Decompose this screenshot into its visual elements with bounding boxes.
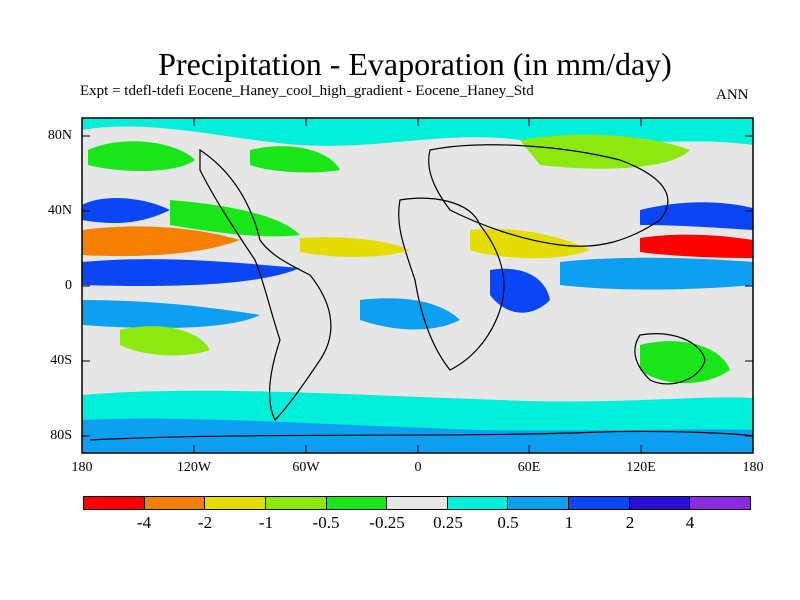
colorbar-swatch: [144, 497, 206, 509]
map-title: Precipitation - Evaporation (in mm/day): [158, 46, 672, 82]
antarctica-outline: [89, 430, 753, 441]
atlantic-yellow: [300, 237, 410, 257]
colorbar-label: 0.25: [433, 513, 463, 532]
siberia-green: [520, 134, 690, 169]
colorbar-label: -0.5: [312, 513, 340, 532]
eurasia-outline: [428, 144, 669, 247]
southern-ocean-blue: [82, 418, 753, 453]
lat-ticks: [82, 135, 753, 437]
colorbar-swatch: [265, 497, 327, 509]
colorbar-swatch: [387, 497, 448, 509]
colorbar-swatch: [84, 497, 145, 509]
lon-label: 60E: [517, 460, 541, 475]
equatorial-pacific-blue: [82, 259, 300, 287]
lat-label: 80S: [50, 428, 72, 443]
africa-outline: [398, 197, 505, 371]
colorbar-swatch: [326, 497, 388, 509]
colorbar-label: 4: [685, 513, 695, 532]
lon-label: 120W: [176, 460, 212, 475]
colorbar-label: 0.5: [497, 513, 519, 532]
lat-label: 80N: [47, 128, 72, 143]
lon-ticks: [193, 118, 642, 453]
arabia-yellow: [470, 228, 590, 259]
colorbar-swatch: [690, 497, 751, 509]
colorbar: [83, 496, 751, 510]
colorbar-label: 2: [625, 513, 635, 532]
lat-label: 0: [65, 278, 72, 293]
lat-label: 40S: [50, 353, 72, 368]
colorbar-label: 1: [564, 513, 574, 532]
colorbar-label: -1: [258, 513, 274, 532]
colorbar-swatch: [629, 497, 691, 509]
colorbar-swatch: [508, 497, 570, 509]
west-pacific-blue: [82, 198, 170, 223]
colorbar-label: -4: [136, 513, 152, 532]
colorbar-label: -2: [197, 513, 213, 532]
lat-label: 40N: [47, 203, 72, 218]
north-pacific-green: [88, 141, 195, 172]
americas-outline: [199, 148, 332, 422]
equatorial-east-blue: [560, 257, 753, 290]
lon-label: 180: [71, 460, 93, 475]
map-field: [82, 118, 753, 453]
season-label: ANN: [716, 87, 749, 103]
colorbar-swatch: [447, 497, 509, 509]
colorbar-swatch: [205, 497, 266, 509]
south-pacific-blue: [82, 300, 260, 328]
lon-label: 60W: [292, 460, 320, 475]
pacific-green-tongue: [170, 200, 300, 237]
colorbar-swatch: [569, 497, 630, 509]
experiment-subtitle: Expt = tdefl-tdefi Eocene_Haney_cool_hig…: [80, 83, 534, 99]
colorbar-label: -0.25: [369, 513, 405, 532]
lon-label: 180: [742, 460, 764, 475]
australia-green: [640, 341, 730, 384]
subtropical-pacific-orange: [82, 226, 240, 257]
subtropical-east-red: [640, 234, 753, 258]
south-pacific-green: [120, 326, 210, 356]
south-atlantic-blue: [360, 298, 460, 330]
indian-ocean-blue: [490, 268, 550, 313]
lon-label: 120E: [626, 460, 656, 475]
north-atlantic-green: [250, 146, 340, 173]
lon-label: 0: [414, 460, 422, 475]
east-pacific-blue: [640, 202, 753, 230]
australia-outline: [634, 333, 706, 385]
